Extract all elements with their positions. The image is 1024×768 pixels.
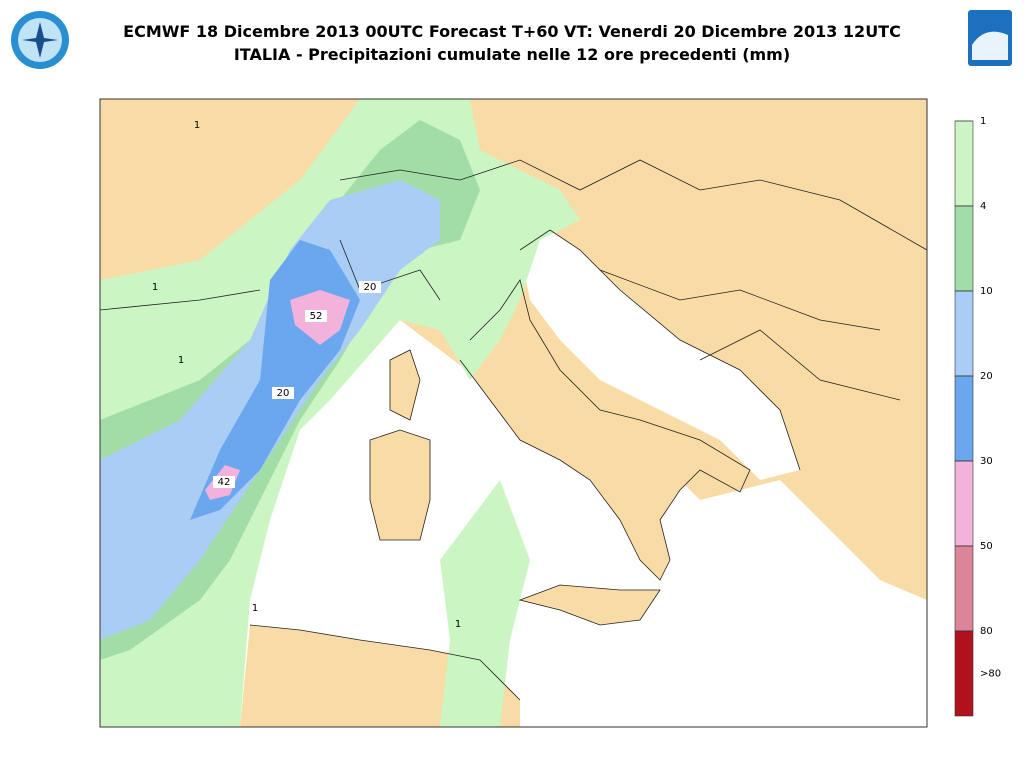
legend-swatch — [954, 545, 974, 632]
legend-label: 80 — [980, 626, 993, 637]
title-line: ECMWF 18 Dicembre 2013 00UTC Forecast T+… — [123, 22, 901, 41]
legend-label: 10 — [980, 286, 993, 297]
legend-label: 4 — [980, 201, 986, 212]
contour-label: 20 — [364, 282, 377, 293]
legend: 1 4 10 20 30 50 80 >80 — [954, 116, 1001, 717]
contour-label: 52 — [310, 311, 323, 322]
legend-label: >80 — [980, 669, 1001, 680]
logo-right — [968, 10, 1012, 66]
label-box — [359, 281, 381, 293]
contour-label: 1 — [152, 282, 158, 293]
contour-label: 1 — [178, 355, 184, 366]
contour-label: 42 — [218, 477, 231, 488]
legend-swatch — [954, 120, 974, 207]
legend-swatch — [954, 375, 974, 462]
legend-swatch — [954, 290, 974, 377]
label-box — [272, 387, 294, 399]
contour-label: 1 — [194, 120, 200, 131]
legend-swatch — [954, 460, 974, 547]
legend-swatch — [954, 630, 974, 717]
contour-label: 20 — [277, 388, 290, 399]
contour-label: 1 — [455, 619, 461, 630]
label-box — [213, 476, 235, 488]
logo-left — [11, 11, 69, 69]
legend-label: 1 — [980, 116, 986, 127]
legend-label: 20 — [980, 371, 993, 382]
legend-label: 30 — [980, 456, 993, 467]
map-labels: 1 1 1 20 20 52 42 1 1 — [152, 120, 461, 630]
title-line: ITALIA - Precipitazioni cumulate nelle 1… — [234, 45, 790, 64]
legend-swatch — [954, 205, 974, 292]
legend-label: 50 — [980, 541, 993, 552]
label-box — [305, 310, 327, 322]
map — [99, 98, 928, 728]
contour-label: 1 — [252, 603, 258, 614]
